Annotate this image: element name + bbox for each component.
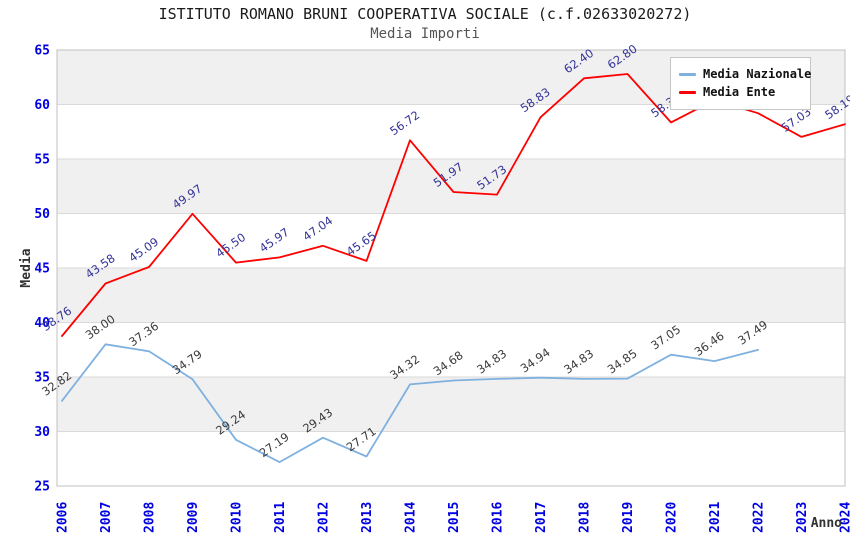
point-value-label: 47.04 (300, 213, 335, 243)
point-value-label: 34.79 (170, 347, 205, 377)
y-axis-tick-label: 50 (34, 207, 50, 222)
point-value-label: 34.68 (431, 348, 466, 378)
chart-legend: Media Nazionale Media Ente (670, 57, 811, 110)
x-axis-tick-label: 2010 (230, 502, 245, 533)
media-ente-line-swatch-icon (679, 90, 696, 94)
plot-band (57, 377, 845, 432)
media-nazionale-line-swatch-icon (679, 72, 696, 76)
y-axis-tick-label: 55 (34, 153, 50, 168)
chart-subtitle: Media Importi (370, 26, 480, 42)
point-value-label: 27.19 (257, 430, 292, 460)
chart-title: ISTITUTO ROMANO BRUNI COOPERATIVA SOCIAL… (158, 5, 692, 23)
legend-label: Media Ente (703, 85, 776, 99)
x-axis-tick-label: 2019 (621, 502, 636, 533)
legend-item-media-nazionale: Media Nazionale (679, 66, 811, 82)
point-value-label: 34.83 (474, 346, 509, 376)
series-line-media-nazionale (61, 343, 759, 464)
x-axis-tick-label: 2024 (839, 502, 850, 533)
point-value-label: 37.05 (648, 322, 683, 352)
x-axis-tick-label: 2017 (534, 502, 549, 533)
x-axis-tick-label: 2015 (447, 502, 462, 533)
point-value-label: 45.97 (257, 225, 292, 255)
legend-label: Media Nazionale (703, 67, 812, 81)
point-value-label: 34.83 (561, 346, 596, 376)
x-axis-tick-label: 2008 (143, 502, 158, 533)
y-axis-tick-label: 25 (34, 480, 50, 495)
x-axis-tick-label: 2014 (404, 502, 419, 533)
plot-border (56, 49, 846, 487)
point-value-label: 37.36 (126, 319, 161, 349)
x-axis-tick-label: 2018 (578, 502, 593, 533)
x-axis-tick-label: 2016 (491, 502, 506, 533)
x-axis-tick-label: 2012 (317, 502, 332, 533)
x-axis-tick-label: 2011 (273, 502, 288, 533)
point-value-label: 34.94 (518, 345, 553, 375)
y-axis-tick-label: 65 (34, 44, 50, 59)
x-axis-tick-label: 2021 (708, 502, 723, 533)
point-value-label: 45.09 (126, 235, 161, 265)
y-axis-tick-label: 60 (34, 98, 50, 113)
x-axis-tick-label: 2023 (795, 502, 810, 533)
x-axis-title: Anno (811, 516, 842, 531)
x-axis-tick-label: 2022 (752, 502, 767, 533)
x-axis-tick-label: 2007 (99, 502, 114, 533)
y-axis-tick-label: 40 (34, 316, 50, 331)
point-value-label: 36.46 (692, 329, 727, 359)
x-axis-tick-label: 2009 (186, 502, 201, 533)
point-value-label: 34.85 (605, 346, 640, 376)
point-value-label: 56.72 (387, 108, 422, 138)
x-axis-tick-label: 2013 (360, 502, 375, 533)
legend-item-media-ente: Media Ente (679, 84, 802, 100)
y-axis-tick-label: 30 (34, 425, 50, 440)
x-axis-tick-label: 2020 (665, 502, 680, 533)
y-axis-tick-label: 35 (34, 371, 50, 386)
y-axis-title: Media (19, 248, 34, 287)
x-axis-tick-label: 2006 (56, 502, 71, 533)
y-axis-tick-label: 45 (34, 262, 50, 277)
plot-band (57, 159, 845, 214)
plot-band (57, 268, 845, 323)
